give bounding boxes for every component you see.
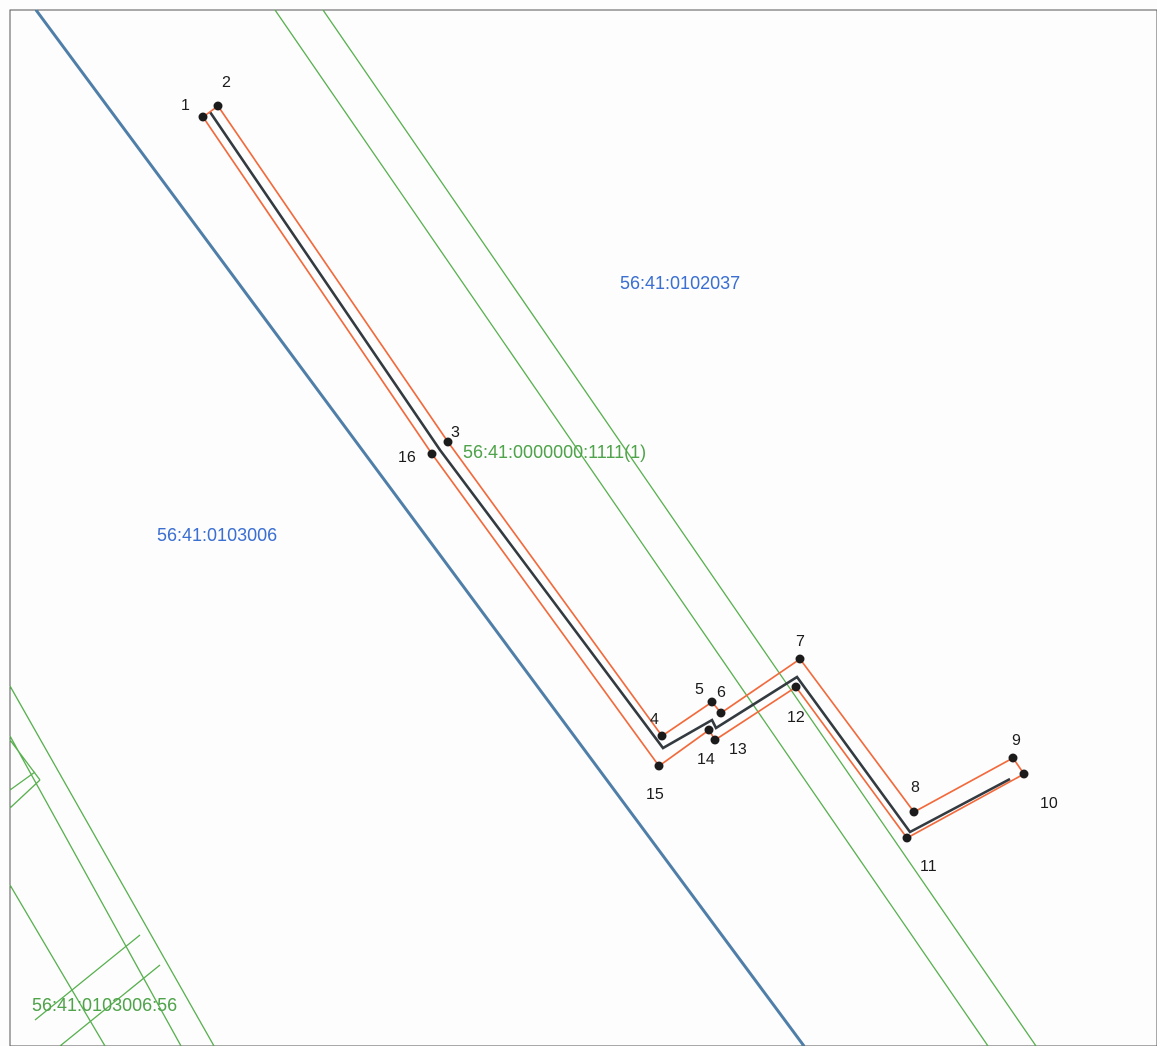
vertex-label: 7 bbox=[796, 633, 805, 650]
vertex-label: 9 bbox=[1012, 732, 1021, 749]
vertex-10-marker[interactable] bbox=[1019, 769, 1029, 779]
vertex-label: 13 bbox=[729, 741, 747, 758]
parcel-boundary-line-h bbox=[9, 771, 36, 791]
parcel-label-bottom-left: 56:41:0103006:56 bbox=[32, 995, 177, 1015]
vertex-14-marker[interactable] bbox=[704, 725, 714, 735]
quarter-boundary-line bbox=[34, 9, 806, 1046]
vertex-16-marker[interactable] bbox=[427, 449, 437, 459]
vertex-15-marker[interactable] bbox=[654, 761, 664, 771]
vertex-label: 5 bbox=[695, 681, 704, 698]
vertex-4-marker[interactable] bbox=[657, 731, 667, 741]
vertex-label: 6 bbox=[717, 684, 726, 701]
vertex-9-marker[interactable] bbox=[1008, 753, 1018, 763]
vertex-6-marker[interactable] bbox=[716, 708, 726, 718]
vertex-5-marker[interactable] bbox=[707, 697, 717, 707]
vertex-label: 11 bbox=[920, 858, 937, 875]
parcel-boundary-line-i bbox=[34, 934, 141, 1021]
vertex-label: 8 bbox=[911, 779, 920, 796]
vertex-label: 4 bbox=[650, 711, 659, 728]
vertex-label: 1 bbox=[181, 97, 190, 114]
vertex-label: 16 bbox=[398, 449, 416, 466]
vertex-2-marker[interactable] bbox=[213, 101, 223, 111]
vertex-11-marker[interactable] bbox=[902, 833, 912, 843]
parcel-boundary-line-j bbox=[59, 964, 161, 1046]
vertex-8-marker[interactable] bbox=[909, 807, 919, 817]
vertex-13-marker[interactable] bbox=[710, 735, 720, 745]
vertex-label: 14 bbox=[697, 751, 715, 768]
quarter-label-top-right: 56:41:0102037 bbox=[620, 273, 740, 293]
vertex-label: 15 bbox=[646, 786, 664, 803]
vertex-1-marker[interactable] bbox=[198, 112, 208, 122]
parcel-boundary-line-b bbox=[322, 9, 1037, 1046]
vertex-label: 2 bbox=[222, 74, 231, 91]
parcel-boundary-line-f bbox=[9, 779, 41, 809]
parcel-label-main: 56:41:0000000:1111(1) bbox=[463, 442, 646, 462]
parcel-boundary-line-a bbox=[274, 9, 989, 1046]
vertex-label: 10 bbox=[1040, 795, 1058, 812]
parcel-boundary-line-e bbox=[9, 884, 106, 1046]
parcel-boundary-line-g bbox=[9, 739, 41, 781]
quarter-label-left: 56:41:0103006 bbox=[157, 525, 277, 545]
vertex-12-marker[interactable] bbox=[791, 682, 801, 692]
object-axis-line bbox=[208, 111, 1011, 834]
map-border bbox=[9, 9, 1157, 1046]
object-boundary-polygon bbox=[201, 104, 1026, 840]
vertex-label: 3 bbox=[451, 424, 460, 441]
parcel-boundary-line-c bbox=[9, 685, 215, 1046]
vertex-7-marker[interactable] bbox=[795, 654, 805, 664]
vertex-labels: 1 2 3 4 5 6 7 8 9 10 11 12 13 14 15 16 bbox=[181, 74, 1058, 875]
vertex-markers bbox=[198, 101, 1029, 843]
vertex-label: 12 bbox=[787, 709, 805, 726]
vertex-3-marker[interactable] bbox=[443, 437, 453, 447]
parcel-boundary-line-d bbox=[9, 735, 182, 1046]
cadastral-lines bbox=[9, 9, 1037, 1046]
